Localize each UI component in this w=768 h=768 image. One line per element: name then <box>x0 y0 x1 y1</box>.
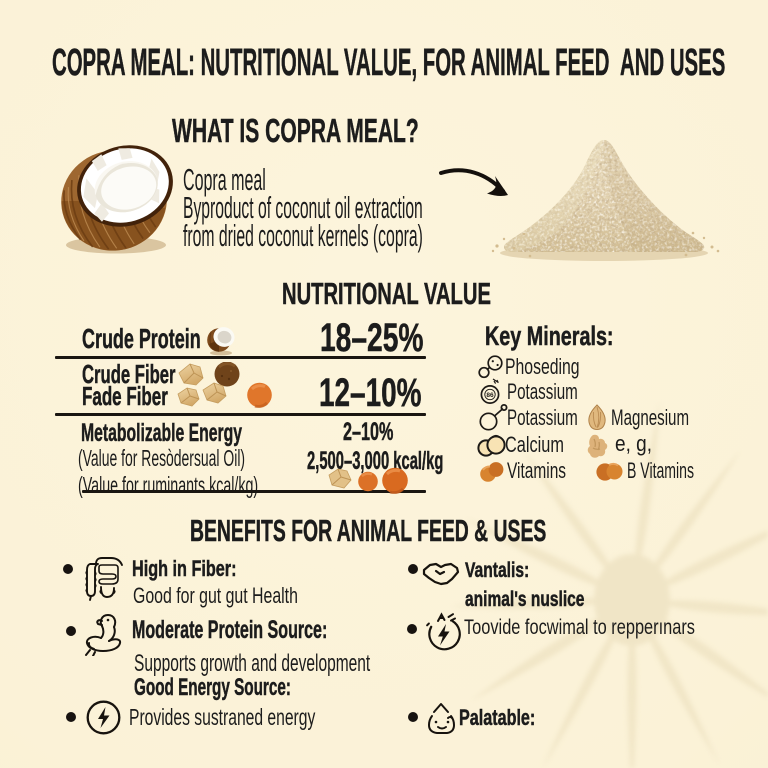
svg-text:86: 86 <box>486 392 494 399</box>
